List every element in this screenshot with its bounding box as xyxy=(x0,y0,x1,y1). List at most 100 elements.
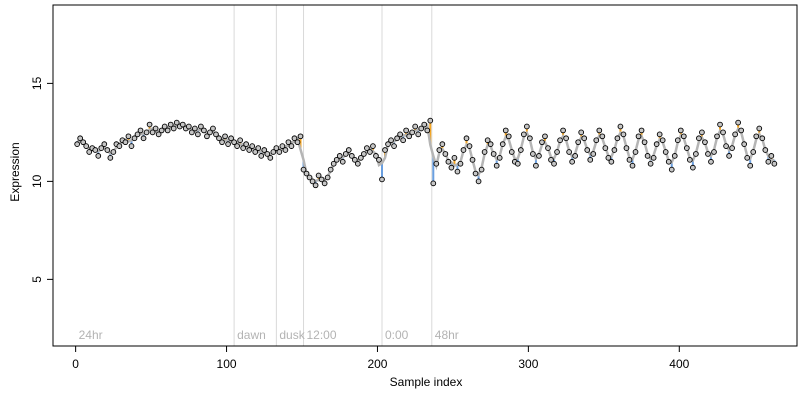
region-label: dusk xyxy=(279,328,305,342)
data-point xyxy=(572,153,579,159)
y-axis-label: Expression xyxy=(8,142,22,201)
data-point xyxy=(385,141,391,147)
data-point xyxy=(373,153,379,159)
data-point xyxy=(77,135,84,142)
data-point xyxy=(747,162,754,169)
data-point xyxy=(668,166,675,173)
data-point xyxy=(632,149,639,155)
data-point xyxy=(276,149,283,155)
data-point xyxy=(412,123,419,130)
data-point xyxy=(333,156,340,163)
data-point xyxy=(285,139,292,146)
data-point xyxy=(339,158,346,165)
data-point xyxy=(735,119,741,126)
data-point xyxy=(674,137,681,144)
data-point xyxy=(475,178,482,185)
data-point xyxy=(741,141,748,147)
data-point xyxy=(273,145,280,151)
data-point xyxy=(361,151,367,157)
data-point xyxy=(86,149,93,155)
data-point xyxy=(107,155,114,161)
data-point xyxy=(74,141,80,147)
data-point xyxy=(460,147,467,153)
data-point xyxy=(231,139,237,146)
data-point xyxy=(370,143,376,149)
data-point xyxy=(143,129,150,136)
data-point xyxy=(514,160,521,167)
data-point xyxy=(83,143,90,149)
data-point xyxy=(493,162,500,169)
data-point xyxy=(708,158,714,165)
data-point xyxy=(768,153,775,159)
data-point xyxy=(717,121,723,128)
data-point xyxy=(677,127,684,134)
data-point xyxy=(134,131,141,138)
data-point xyxy=(451,155,458,161)
data-point xyxy=(173,119,180,126)
data-point xyxy=(759,135,766,142)
data-point xyxy=(517,147,524,153)
data-point xyxy=(520,131,527,138)
data-point xyxy=(771,160,778,167)
data-point xyxy=(575,139,582,146)
data-point xyxy=(303,170,310,177)
data-point xyxy=(394,135,400,142)
data-point xyxy=(321,180,328,187)
data-point xyxy=(312,182,319,189)
data-point xyxy=(110,149,117,155)
data-point xyxy=(563,135,569,142)
data-point xyxy=(95,153,102,159)
data-point xyxy=(662,149,669,155)
data-point xyxy=(164,127,171,134)
data-point xyxy=(104,147,111,153)
data-point xyxy=(554,149,560,155)
data-point xyxy=(131,135,138,142)
data-point xyxy=(602,145,609,151)
data-point xyxy=(291,135,298,142)
data-point xyxy=(693,151,699,157)
data-point xyxy=(228,135,234,142)
data-point xyxy=(406,133,413,140)
data-point xyxy=(249,143,256,149)
data-point xyxy=(234,143,240,149)
data-point xyxy=(499,141,506,147)
data-point xyxy=(765,158,772,165)
data-point xyxy=(542,133,548,140)
data-point xyxy=(508,149,515,155)
data-point xyxy=(192,125,198,132)
data-point xyxy=(665,158,672,165)
data-point xyxy=(641,139,648,146)
data-point xyxy=(569,158,575,165)
data-point xyxy=(415,131,422,138)
data-point xyxy=(345,147,352,153)
data-point xyxy=(599,133,606,140)
data-point xyxy=(611,147,618,153)
data-point xyxy=(330,160,337,167)
data-point xyxy=(720,129,726,136)
data-point xyxy=(222,133,228,140)
data-point xyxy=(593,137,600,144)
data-point xyxy=(505,133,512,140)
data-point xyxy=(463,135,470,142)
data-point xyxy=(225,141,231,147)
data-point xyxy=(726,153,732,159)
data-point xyxy=(478,166,485,173)
data-point xyxy=(753,133,760,140)
data-point xyxy=(653,141,660,147)
data-point xyxy=(213,131,219,138)
region-label: 0:00 xyxy=(385,328,409,342)
data-point xyxy=(116,143,123,149)
data-point xyxy=(80,139,87,146)
data-point xyxy=(391,143,397,149)
data-point xyxy=(255,145,262,151)
data-point xyxy=(647,160,654,167)
data-point xyxy=(309,178,316,185)
data-point xyxy=(644,153,651,159)
data-point xyxy=(448,164,455,171)
y-axis: 5 10 15 xyxy=(30,76,54,283)
data-point xyxy=(439,141,446,147)
data-point xyxy=(756,125,763,132)
data-point xyxy=(605,155,612,161)
data-point xyxy=(198,123,204,130)
data-point xyxy=(342,151,349,157)
